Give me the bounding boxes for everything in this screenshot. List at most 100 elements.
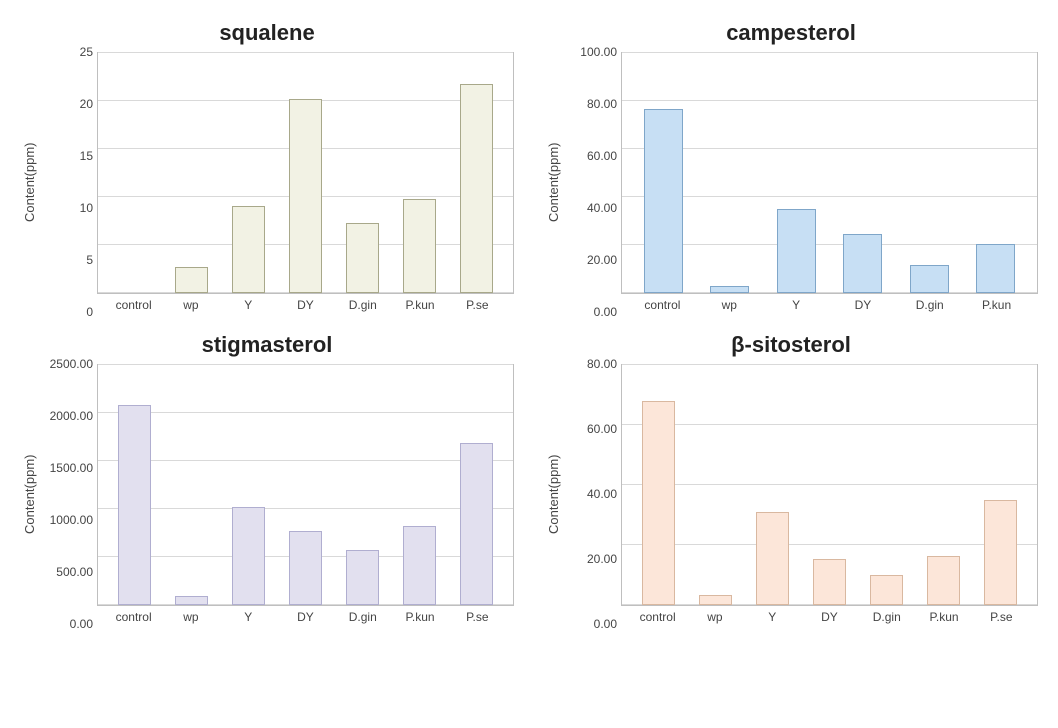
y-tick-label: 2000.00 (39, 409, 93, 423)
y-tick-column: 0.0020.0040.0060.0080.00100.00 (563, 52, 617, 312)
chart-area: Content(ppm)0.0020.0040.0060.0080.00100.… (544, 52, 1038, 312)
bar-slot (687, 365, 744, 605)
bar (644, 109, 683, 293)
chart-area: Content(ppm)0.00500.001000.001500.002000… (20, 364, 514, 624)
bar (175, 596, 208, 605)
bar (642, 401, 675, 605)
bar (710, 286, 749, 293)
bar (346, 550, 379, 605)
x-tick-label: control (105, 298, 162, 312)
bar-slot (334, 365, 391, 605)
x-labels-row: controlwpYDYD.ginP.kunP.se (621, 606, 1038, 624)
chart-title: campesterol (726, 20, 856, 46)
bar (927, 556, 960, 606)
bar-slot (448, 53, 505, 293)
bar (813, 559, 846, 606)
y-axis-label: Content(ppm) (20, 52, 39, 312)
bar-slot (391, 365, 448, 605)
y-tick-label: 0.00 (563, 617, 617, 631)
bar-slot (220, 53, 277, 293)
bar (870, 575, 903, 605)
bar (118, 405, 151, 605)
y-tick-label: 0.00 (563, 305, 617, 319)
y-axis-label: Content(ppm) (20, 364, 39, 624)
bar (984, 500, 1017, 605)
bar (346, 223, 379, 293)
bar (232, 507, 265, 605)
y-tick-label: 15 (39, 149, 93, 163)
y-tick-label: 2500.00 (39, 357, 93, 371)
y-tick-label: 40.00 (563, 487, 617, 501)
bar-slot (963, 53, 1030, 293)
plot-area (97, 52, 514, 294)
x-tick-label: P.se (973, 610, 1030, 624)
x-tick-label: Y (763, 298, 830, 312)
bar (403, 526, 436, 605)
y-axis-label: Content(ppm) (544, 52, 563, 312)
chart-area: Content(ppm)0.0020.0040.0060.0080.00cont… (544, 364, 1038, 624)
y-tick-label: 20 (39, 97, 93, 111)
bar-slot (277, 53, 334, 293)
bar (289, 99, 322, 293)
y-tick-label: 20.00 (563, 552, 617, 566)
x-tick-label: Y (744, 610, 801, 624)
bar-slot (220, 365, 277, 605)
y-tick-label: 100.00 (563, 45, 617, 59)
chart-title: β-sitosterol (731, 332, 851, 358)
bar-slot (830, 53, 897, 293)
bar-slot (448, 365, 505, 605)
y-tick-label: 20.00 (563, 253, 617, 267)
bar (910, 265, 949, 293)
y-tick-label: 80.00 (563, 357, 617, 371)
bars-container (622, 53, 1037, 293)
x-tick-label: Y (220, 610, 277, 624)
chart-grid: squaleneContent(ppm)0510152025controlwpY… (20, 20, 1038, 624)
bar-slot (630, 365, 687, 605)
plot-area (621, 52, 1038, 294)
x-tick-label: wp (696, 298, 763, 312)
bar-slot (744, 365, 801, 605)
x-tick-label: DY (277, 298, 334, 312)
bar (756, 512, 789, 605)
x-tick-label: wp (162, 610, 219, 624)
bar-slot (858, 365, 915, 605)
bar-slot (334, 53, 391, 293)
y-tick-column: 0.0020.0040.0060.0080.00 (563, 364, 617, 624)
x-tick-label: DY (277, 610, 334, 624)
chart-title: stigmasterol (202, 332, 333, 358)
bar (460, 84, 493, 293)
bar (843, 234, 882, 293)
bar-slot (801, 365, 858, 605)
chart-title: squalene (219, 20, 314, 46)
x-tick-label: control (629, 298, 696, 312)
x-tick-label: Y (220, 298, 277, 312)
bar (232, 206, 265, 293)
x-tick-label: P.kun (915, 610, 972, 624)
bar-slot (163, 53, 220, 293)
chart-panel-betasitosterol: β-sitosterolContent(ppm)0.0020.0040.0060… (544, 332, 1038, 624)
bar (175, 267, 208, 293)
y-tick-column: 0510152025 (39, 52, 93, 312)
x-labels-row: controlwpYDYD.ginP.kunP.se (97, 606, 514, 624)
x-tick-label: control (105, 610, 162, 624)
x-tick-label: D.gin (334, 298, 391, 312)
bar (289, 531, 322, 605)
bar-slot (697, 53, 764, 293)
y-tick-label: 0 (39, 305, 93, 319)
bar-slot (391, 53, 448, 293)
x-tick-label: P.se (449, 298, 506, 312)
bar-slot (896, 53, 963, 293)
x-tick-label: wp (162, 298, 219, 312)
x-labels-row: controlwpYDYD.ginP.kun (621, 294, 1038, 312)
y-tick-label: 0.00 (39, 617, 93, 631)
bar (460, 443, 493, 605)
bars-container (98, 53, 513, 293)
x-tick-label: wp (686, 610, 743, 624)
x-tick-label: P.kun (391, 610, 448, 624)
x-tick-label: P.se (449, 610, 506, 624)
y-tick-label: 5 (39, 253, 93, 267)
bar-slot (277, 365, 334, 605)
y-tick-label: 80.00 (563, 97, 617, 111)
x-tick-label: DY (801, 610, 858, 624)
y-tick-label: 10 (39, 201, 93, 215)
